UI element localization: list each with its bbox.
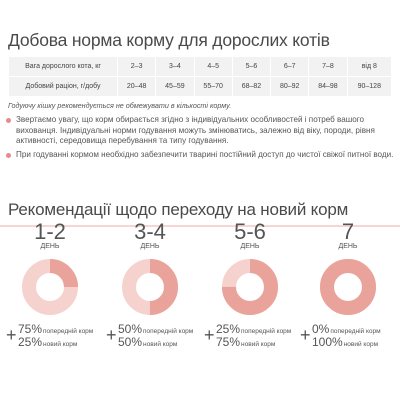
old-food-share: 0%попередній корм — [312, 322, 381, 336]
stage-days-label: ДЕНЬ — [240, 243, 260, 250]
new-food-share: 25%новий корм — [18, 335, 78, 349]
nursing-note: Годуючу кішку рекомендується не обмежува… — [8, 101, 232, 110]
stage-4: 7 ДЕНЬ — [300, 218, 396, 318]
transition-title: Рекомендації щодо переходу на новий корм — [8, 200, 349, 219]
bullet-dot-icon — [6, 118, 11, 123]
feeding-table: Вага дорослого кота, кг 2–3 3–4 4–5 5–6 … — [8, 56, 393, 97]
table-header-ration: Добовий раціон, г/добу — [8, 76, 118, 97]
donut-new-share — [320, 259, 376, 315]
mix-donut — [222, 259, 278, 315]
stage-days-label: ДЕНЬ — [140, 243, 160, 250]
donut-new-share — [222, 259, 278, 315]
stage-3: 5-6 ДЕНЬ — [202, 218, 298, 318]
table-cell: 55–70 — [193, 76, 233, 97]
table-cell: 20–48 — [116, 76, 157, 97]
stage-4-mix: + 0%попередній корм 100%новий корм — [300, 320, 396, 349]
table-cell: 84–98 — [308, 76, 348, 97]
mix-donut — [22, 259, 78, 315]
stage-2-mix: + 50%попередній корм 50%новий корм — [106, 320, 202, 349]
list-item: При годуванні кормом необхідно забезпечи… — [6, 150, 394, 161]
table-header-weight: Вага дорослого кота, кг — [8, 56, 118, 77]
table-cell: 3–4 — [155, 56, 195, 77]
stage-days-label: ДЕНЬ — [40, 243, 60, 250]
stage-1: 1-2 ДЕНЬ — [2, 218, 98, 318]
bullet-dot-icon — [6, 152, 11, 158]
mix-donut — [320, 259, 376, 315]
table-cell: 80–92 — [270, 76, 310, 97]
stage-3-mix: + 25%попередній корм 75%новий корм — [204, 320, 300, 349]
table-cell: 68–82 — [231, 76, 272, 97]
table-cell: 7–8 — [308, 56, 348, 77]
stage-1-mix: + 75%попередній корм 25%новий корм — [6, 320, 102, 349]
new-food-share: 75%новий корм — [216, 335, 276, 349]
table-cell: 5–6 — [231, 56, 272, 77]
donut-new-share — [22, 259, 78, 315]
bullet-text: Звертаємо увагу, що корм обирається згід… — [16, 115, 375, 146]
stage-days: 5-6 — [234, 219, 266, 244]
plus-icon: + — [106, 325, 117, 345]
feeding-bullets: Звертаємо увагу, що корм обирається згід… — [6, 115, 394, 163]
new-food-share: 50%новий корм — [118, 335, 178, 349]
stage-days-label: ДЕНЬ — [338, 243, 358, 250]
table-cell: 6–7 — [270, 56, 310, 77]
donut-new-share — [122, 259, 178, 315]
stage-days: 1-2 — [34, 219, 66, 244]
old-food-share: 75%попередній корм — [18, 322, 94, 336]
stage-days: 3-4 — [134, 219, 166, 244]
table-cell: 45–59 — [155, 76, 195, 97]
table-row-weight: Вага дорослого кота, кг 2–3 3–4 4–5 5–6 … — [8, 56, 393, 77]
list-item: Звертаємо увагу, що корм обирається згід… — [6, 115, 394, 147]
table-cell: від 8 — [346, 56, 393, 77]
plus-icon: + — [6, 325, 17, 345]
mix-donut — [122, 259, 178, 315]
new-food-share: 100%новий корм — [312, 335, 379, 349]
table-row-ration: Добовий раціон, г/добу 20–48 45–59 55–70… — [8, 76, 393, 97]
plus-icon: + — [300, 325, 311, 345]
stage-2: 3-4 ДЕНЬ — [102, 218, 198, 318]
old-food-share: 25%попередній корм — [216, 322, 292, 336]
plus-icon: + — [204, 325, 215, 345]
timeline-line — [0, 225, 400, 227]
table-cell: 90–128 — [346, 76, 393, 97]
stage-days: 7 — [341, 219, 355, 244]
old-food-share: 50%попередній корм — [118, 322, 194, 336]
table-cell: 2–3 — [116, 56, 157, 77]
feeding-title: Добова норма корму для дорослих котів — [8, 30, 330, 50]
bullet-text: При годуванні кормом необхідно забезпечи… — [16, 149, 394, 159]
table-cell: 4–5 — [193, 56, 233, 77]
